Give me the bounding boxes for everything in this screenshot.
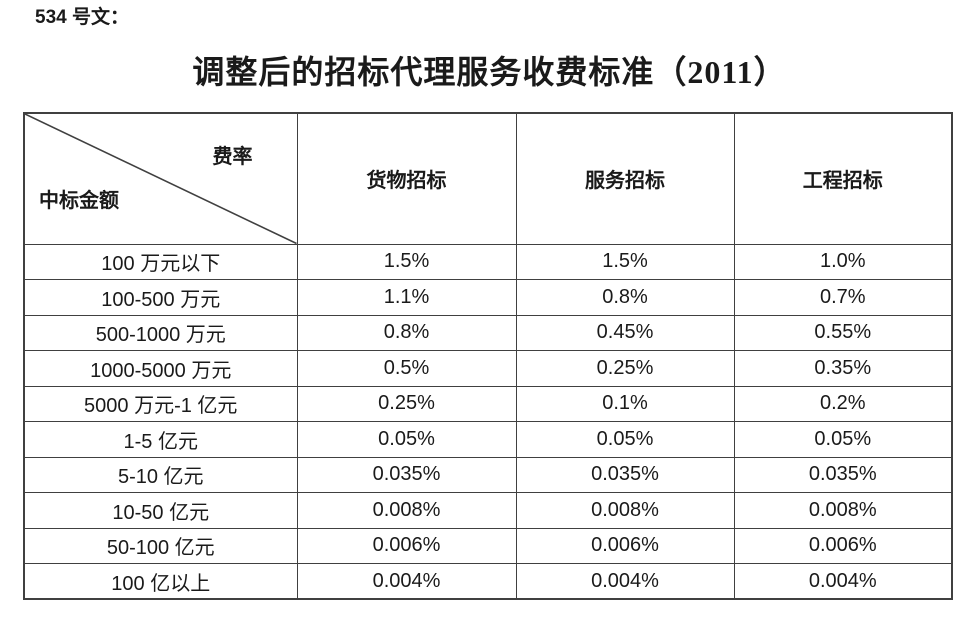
corner-label-fee-rate: 费率 — [212, 146, 253, 168]
table-row: 1-5 亿元 0.05% 0.05% 0.05% — [23, 421, 953, 458]
rate-cell-services: 1.5% — [515, 243, 735, 280]
rate-cell-goods: 0.035% — [296, 456, 517, 493]
row-label: 50-100 亿元 — [23, 527, 298, 564]
rate-cell-engineering: 0.008% — [733, 492, 953, 529]
corner-label-bid-amount: 中标金额 — [39, 189, 119, 212]
rate-cell-goods: 1.1% — [296, 279, 517, 316]
row-label: 100-500 万元 — [23, 279, 298, 316]
rate-cell-goods: 0.008% — [296, 492, 517, 529]
fee-table: 费率 中标金额 货物招标 服务招标 工程招标 100 万元以下 1.5% 1.5… — [23, 112, 953, 600]
rate-cell-engineering: 0.35% — [733, 350, 953, 387]
rate-cell-goods: 0.8% — [296, 314, 517, 351]
rate-cell-engineering: 0.035% — [733, 456, 953, 493]
rate-cell-services: 0.8% — [515, 279, 735, 316]
table-row: 100-500 万元 1.1% 0.8% 0.7% — [23, 279, 953, 316]
table-row: 100 万元以下 1.5% 1.5% 1.0% — [23, 243, 953, 280]
row-label: 1000-5000 万元 — [23, 350, 298, 387]
rate-cell-engineering: 0.7% — [733, 279, 953, 316]
rate-cell-services: 0.006% — [515, 527, 735, 564]
row-label: 1-5 亿元 — [23, 421, 298, 458]
rate-cell-engineering: 1.0% — [733, 243, 953, 280]
table-body: 100 万元以下 1.5% 1.5% 1.0% 100-500 万元 1.1% … — [23, 243, 953, 600]
table-row: 50-100 亿元 0.006% 0.006% 0.006% — [23, 527, 953, 564]
rate-cell-services: 0.004% — [515, 563, 735, 600]
column-header-engineering: 工程招标 — [733, 112, 953, 245]
rate-cell-engineering: 0.006% — [733, 527, 953, 564]
rate-cell-goods: 0.05% — [296, 421, 517, 458]
rate-cell-goods: 1.5% — [296, 243, 517, 280]
rate-cell-engineering: 0.05% — [733, 421, 953, 458]
rate-cell-services: 0.1% — [515, 385, 735, 422]
row-label: 100 万元以下 — [23, 243, 298, 280]
row-label: 5-10 亿元 — [23, 456, 298, 493]
rate-cell-goods: 0.25% — [296, 385, 517, 422]
rate-cell-goods: 0.004% — [296, 563, 517, 600]
column-header-services: 服务招标 — [515, 112, 735, 245]
rate-cell-goods: 0.006% — [296, 527, 517, 564]
corner-header-cell: 费率 中标金额 — [23, 112, 298, 245]
doc-number: 534 号文： — [35, 7, 129, 28]
table-row: 10-50 亿元 0.008% 0.008% 0.008% — [23, 492, 953, 529]
rate-cell-goods: 0.5% — [296, 350, 517, 387]
table-row: 5000 万元-1 亿元 0.25% 0.1% 0.2% — [23, 385, 953, 422]
table-row: 1000-5000 万元 0.5% 0.25% 0.35% — [23, 350, 953, 387]
rate-cell-services: 0.25% — [515, 350, 735, 387]
table-row: 5-10 亿元 0.035% 0.035% 0.035% — [23, 456, 953, 493]
row-label: 100 亿以上 — [23, 563, 298, 600]
table-row: 500-1000 万元 0.8% 0.45% 0.55% — [23, 314, 953, 351]
rate-cell-services: 0.035% — [515, 456, 735, 493]
diagonal-divider-line — [25, 114, 296, 243]
rate-cell-engineering: 0.004% — [733, 563, 953, 600]
row-label: 500-1000 万元 — [23, 314, 298, 351]
rate-cell-engineering: 0.55% — [733, 314, 953, 351]
rate-cell-engineering: 0.2% — [733, 385, 953, 422]
row-label: 10-50 亿元 — [23, 492, 298, 529]
column-header-goods: 货物招标 — [296, 112, 517, 245]
rate-cell-services: 0.45% — [515, 314, 735, 351]
rate-cell-services: 0.05% — [515, 421, 735, 458]
rate-cell-services: 0.008% — [515, 492, 735, 529]
document-title: 调整后的招标代理服务收费标准（2011） — [192, 54, 787, 90]
row-label: 5000 万元-1 亿元 — [23, 385, 298, 422]
header-row: 费率 中标金额 货物招标 服务招标 工程招标 — [23, 112, 953, 245]
table-row: 100 亿以上 0.004% 0.004% 0.004% — [23, 563, 953, 600]
